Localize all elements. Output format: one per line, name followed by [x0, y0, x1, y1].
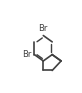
- Text: Br: Br: [39, 24, 48, 33]
- Text: Br: Br: [22, 50, 32, 59]
